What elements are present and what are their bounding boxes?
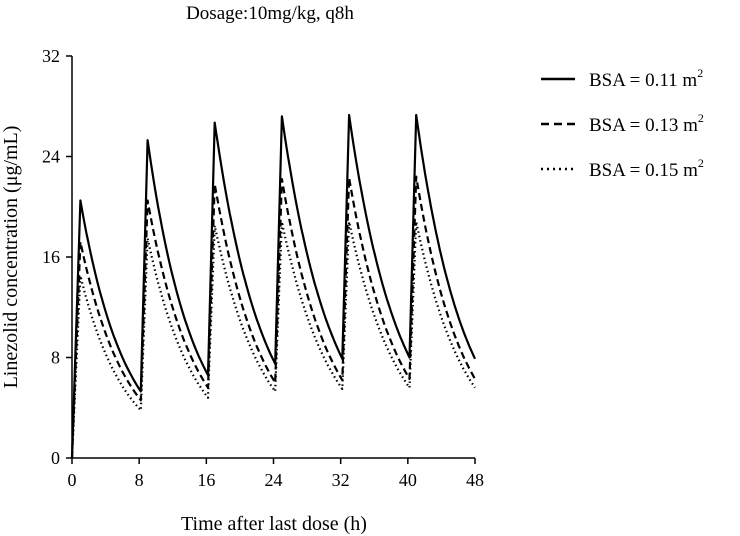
x-tick-label: 40 <box>399 470 417 490</box>
x-tick-label: 16 <box>197 470 215 490</box>
series-layer <box>70 113 476 459</box>
series-line-1 <box>70 113 476 459</box>
legend-label-text: BSA = 0.13 m <box>589 115 698 136</box>
legend-label-text: BSA = 0.15 m <box>589 160 698 181</box>
x-tick-label: 32 <box>332 470 350 490</box>
x-tick-label: 48 <box>466 470 484 490</box>
y-tick-label: 32 <box>42 46 60 66</box>
x-tick-label: 0 <box>68 470 77 490</box>
y-tick-label: 16 <box>42 247 60 267</box>
x-tick-label: 24 <box>265 470 283 490</box>
series-line-2 <box>70 175 476 459</box>
legend-label-1: BSA = 0.11 m2 <box>589 66 703 91</box>
y-tick-label: 0 <box>51 448 60 468</box>
legend-label-3: BSA = 0.15 m2 <box>589 156 704 181</box>
legend-label-superscript: 2 <box>698 111 704 125</box>
legend-label-superscript: 2 <box>698 156 704 170</box>
axes: 0 8 16 24 32 40 48 0 8 16 24 32 <box>42 46 484 490</box>
y-tick-label: 8 <box>51 348 60 368</box>
chart-title: Dosage:10mg/kg, q8h <box>186 3 354 24</box>
legend-label-2: BSA = 0.13 m2 <box>589 111 704 136</box>
x-tick-label: 8 <box>135 470 144 490</box>
x-axis-label: Time after last dose (h) <box>181 513 367 535</box>
legend-label-text: BSA = 0.11 m <box>589 70 697 91</box>
y-tick-label: 24 <box>42 147 60 167</box>
y-axis-label: Linezolid concentration (μg/mL) <box>0 126 22 389</box>
legend-label-superscript: 2 <box>697 66 703 80</box>
